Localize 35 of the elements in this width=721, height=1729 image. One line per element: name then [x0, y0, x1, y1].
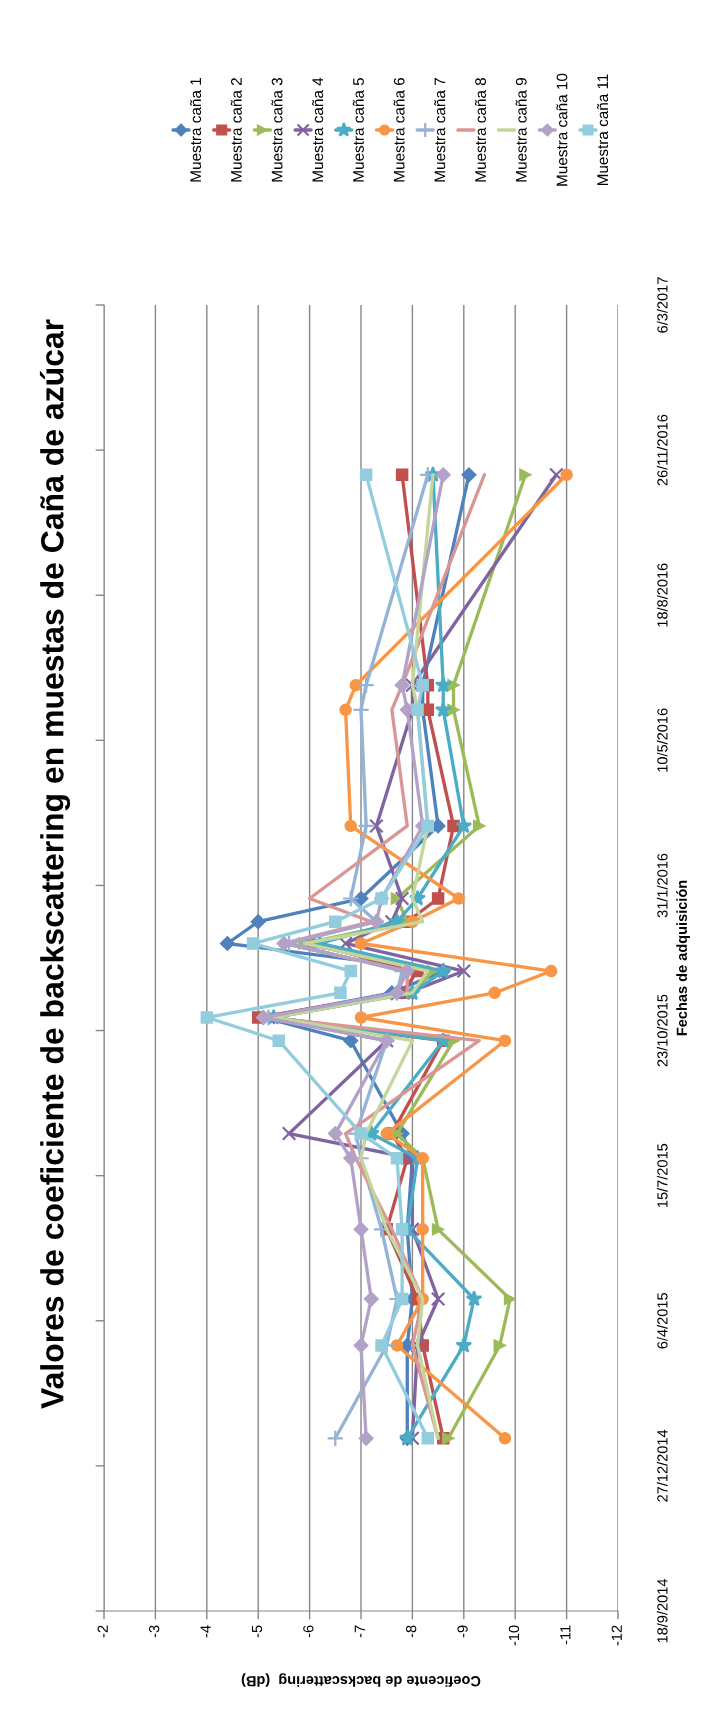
y-tick-label: 31/1/2016	[656, 853, 668, 918]
legend-label: Muestra caña 4	[312, 77, 324, 182]
legend-label: Muestra caña 3	[271, 78, 283, 182]
x-tick-label: -5	[251, 1625, 263, 1638]
y-tick-label: 27/12/2014	[656, 1429, 668, 1502]
y-tick-label: 18/8/2016	[656, 563, 668, 627]
y-axis-title: Fechas de adquisición	[676, 880, 690, 1036]
x-tick-label: -10	[508, 1625, 520, 1646]
legend-label: Muestra caña 5	[352, 77, 364, 182]
legend-label: Muestra caña 1	[189, 78, 202, 182]
x-tick-label: -8	[405, 1625, 417, 1638]
y-tick-label: 15/7/2015	[656, 1143, 668, 1207]
x-tick-label: -12	[611, 1625, 622, 1646]
x-tick-label: -3	[148, 1625, 160, 1638]
x-tick-label: -9	[457, 1625, 468, 1638]
x-tick-label: -7	[354, 1625, 365, 1638]
y-tick-label: 18/9/2014	[656, 1578, 668, 1643]
legend-label: Muestra caña 6	[393, 78, 405, 182]
x-tick-label: -6	[303, 1625, 314, 1638]
legend-label: Muestra caña 2	[230, 78, 242, 182]
legend-label: Muestra caña 7	[434, 78, 446, 182]
legend-label: Muestra caña 11	[596, 74, 609, 186]
x-tick-label: -2	[97, 1625, 108, 1638]
y-tick-label: 23/10/2015	[656, 994, 668, 1067]
x-tick-label: -11	[560, 1625, 571, 1645]
legend-label: Muestra caña 9	[515, 78, 527, 182]
text: Valores de coeficiente de backscattering en muestas de Caña de azúcar	[39, 319, 71, 1409]
legend-label: Muestra caña 8	[474, 78, 486, 182]
y-tick-label: 26/11/2016	[656, 414, 668, 486]
y-tick-label: 10/5/2016	[656, 708, 668, 772]
x-tick-label: -4	[200, 1625, 211, 1638]
legend-label: Muestra caña 10	[556, 73, 568, 186]
y-tick-label: 6/4/2015	[656, 1293, 668, 1349]
x-axis-title: Coeficente de backscattering (dB)	[241, 1673, 481, 1687]
y-tick-label: 6/3/2017	[656, 277, 668, 333]
